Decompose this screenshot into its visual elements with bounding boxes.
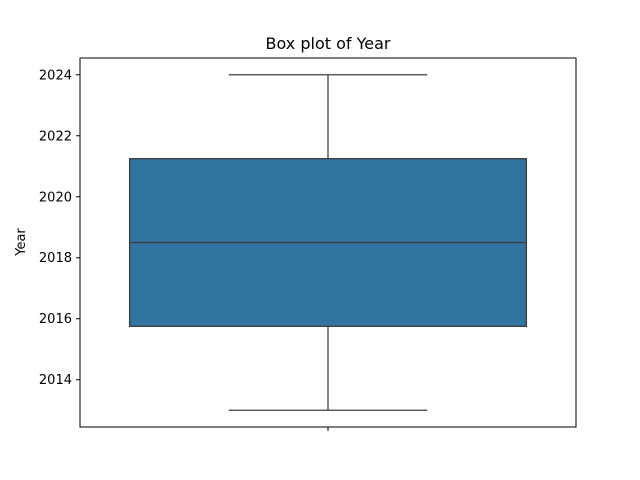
plot-frame [79, 57, 577, 428]
chart-title: Box plot of Year [266, 34, 391, 53]
y-tick-label: 2018 [39, 251, 72, 266]
y-axis-ticks: 2014 2016 2018 2020 2022 2024 [39, 68, 80, 388]
y-tick-label: 2024 [39, 68, 72, 83]
y-tick-label: 2014 [39, 373, 72, 388]
y-axis-label: Year [14, 228, 29, 257]
y-tick-label: 2016 [39, 312, 72, 327]
y-tick-label: 2022 [39, 129, 72, 144]
box-group [128, 74, 528, 411]
y-tick-label: 2020 [39, 190, 72, 205]
